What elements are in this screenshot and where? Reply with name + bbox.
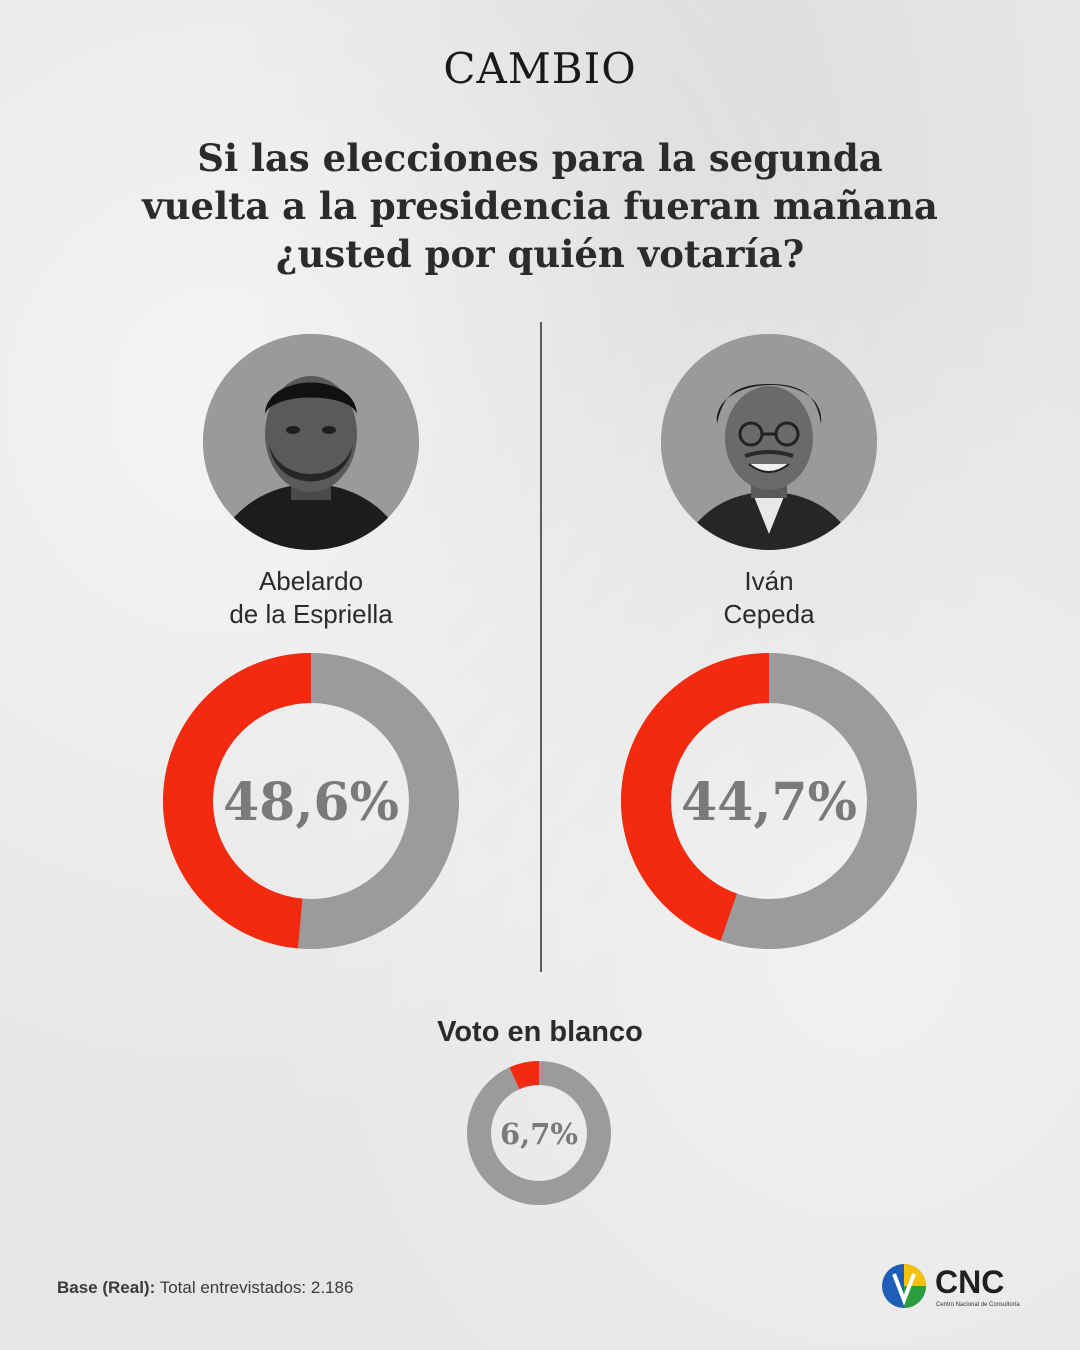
cnc-logo-icon [882, 1264, 926, 1308]
cnc-logo-subtitle: Centro Nacional de Consultoría [936, 1302, 1020, 1308]
candidate-1-name-line2: de la Espriella [229, 599, 393, 629]
blank-vote-percentage: 6,7% [500, 1117, 578, 1151]
sample-base-note: Base (Real): Total entrevistados: 2.186 [57, 1278, 353, 1298]
center-divider [540, 322, 542, 972]
candidate-2-donut-chart: 44,7% [621, 653, 917, 949]
candidate-2-donut-segment [621, 653, 770, 941]
sample-base-text: Total entrevistados: 2.186 [159, 1278, 354, 1297]
cnc-logo: CNC Centro Nacional de Consultoría [880, 1262, 1030, 1312]
candidate-1-name-line1: Abelardo [258, 566, 364, 596]
candidate-1-donut-chart: 48,6% [163, 653, 459, 949]
candidate-2-photo [661, 334, 877, 550]
cambio-logo: CAMBIO [443, 44, 637, 93]
sample-base-label: Base (Real): [57, 1278, 156, 1297]
candidate-1-donut-segment [163, 653, 312, 949]
survey-question: Si las elecciones para la segunda vuelta… [142, 136, 938, 276]
cnc-logo-text: CNC [935, 1264, 1005, 1300]
blank-vote-donut-chart: 6,7% [467, 1061, 611, 1205]
candidate-1-photo [203, 334, 419, 550]
candidate-2-name-line2: Cepeda [723, 599, 815, 629]
candidate-2-name-line1: Iván [744, 566, 794, 596]
blank-vote-title: Voto en blanco [437, 1016, 643, 1048]
candidate-2-percentage: 44,7% [681, 772, 857, 833]
candidate-2-name: Iván Cepeda [599, 565, 939, 631]
candidate-1-name: Abelardo de la Espriella [141, 565, 481, 631]
blank-vote-donut-segment [509, 1061, 540, 1090]
candidate-1-percentage: 48,6% [223, 772, 399, 833]
